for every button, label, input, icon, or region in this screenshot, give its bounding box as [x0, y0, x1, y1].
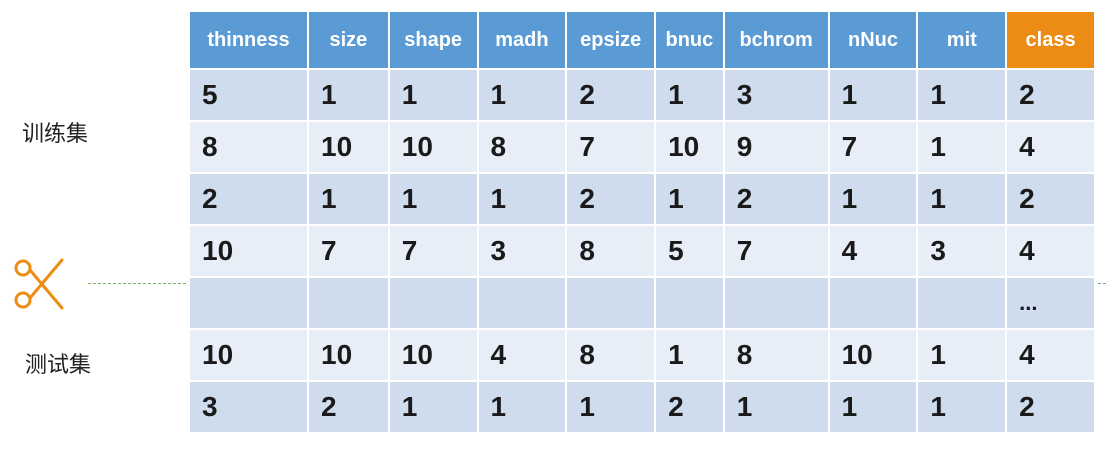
table-cell: 1	[918, 330, 1006, 380]
table-cell: 1	[656, 330, 723, 380]
table-cell: 1	[918, 70, 1006, 120]
table-cell: 10	[829, 330, 917, 380]
header-row: thinness size shape madh epsize bnuc bch…	[190, 12, 1094, 68]
table-row: 10 7 7 3 8 5 7 4 3 4	[190, 226, 1094, 276]
table-row: 5 1 1 1 2 1 3 1 1 2	[190, 70, 1094, 120]
table-cell: 4	[1007, 330, 1094, 380]
scissors-icon	[14, 258, 64, 310]
table-cell: 1	[829, 70, 917, 120]
table-cell: 4	[1007, 226, 1094, 276]
table-cell: 3	[724, 70, 828, 120]
table-cell	[389, 278, 477, 328]
table-cell: 2	[724, 174, 828, 224]
column-header-bchrom: bchrom	[724, 12, 828, 68]
table-cell: 1	[478, 382, 566, 432]
table-cell: 1	[724, 382, 828, 432]
table-cell: 8	[567, 226, 655, 276]
table-cell	[829, 278, 917, 328]
table-cell: 10	[309, 122, 388, 172]
table-cell: 3	[190, 382, 308, 432]
table-cell: 1	[309, 70, 388, 120]
table-cell: 9	[724, 122, 828, 172]
table-cell: 1	[918, 174, 1006, 224]
table-cell: 2	[309, 382, 388, 432]
table-cell: 2	[656, 382, 723, 432]
table-cell: 2	[567, 174, 655, 224]
table-cell: 8	[190, 122, 308, 172]
dataset-table: thinness size shape madh epsize bnuc bch…	[188, 10, 1096, 434]
column-header-bnuc: bnuc	[656, 12, 723, 68]
column-header-epsize: epsize	[567, 12, 655, 68]
table-cell	[918, 278, 1006, 328]
table-cell: 2	[190, 174, 308, 224]
column-header-thinness: thinness	[190, 12, 308, 68]
table-cell: 1	[389, 174, 477, 224]
table-cell: 2	[567, 70, 655, 120]
table-cell: 2	[1007, 70, 1094, 120]
table-cell: 1	[389, 382, 477, 432]
table-cell: 1	[309, 174, 388, 224]
table-cell: 1	[478, 70, 566, 120]
table-cell: 7	[567, 122, 655, 172]
table-cell: 10	[389, 330, 477, 380]
table-row: 8 10 10 8 7 10 9 7 1 4	[190, 122, 1094, 172]
table-cell: 1	[918, 382, 1006, 432]
table-cell: 2	[1007, 174, 1094, 224]
table-cell: 4	[829, 226, 917, 276]
column-header-class: class	[1007, 12, 1094, 68]
table-cell: 1	[389, 70, 477, 120]
table-row-ellipsis: ...	[190, 278, 1094, 328]
column-header-nnuc: nNuc	[829, 12, 917, 68]
column-header-madh: madh	[478, 12, 566, 68]
table-cell	[309, 278, 388, 328]
column-header-shape: shape	[389, 12, 477, 68]
table-cell: 1	[918, 122, 1006, 172]
table-cell: 4	[478, 330, 566, 380]
table-cell: 10	[309, 330, 388, 380]
table-row: 3 2 1 1 1 2 1 1 1 2	[190, 382, 1094, 432]
table-cell: 7	[829, 122, 917, 172]
table-cell: 8	[724, 330, 828, 380]
table-cell: 1	[478, 174, 566, 224]
table-row: 10 10 10 4 8 1 8 10 1 4	[190, 330, 1094, 380]
table-cell: 4	[1007, 122, 1094, 172]
column-header-mit: mit	[918, 12, 1006, 68]
table-cell: 1	[829, 382, 917, 432]
table-cell: 2	[1007, 382, 1094, 432]
table-cell: 5	[190, 70, 308, 120]
table-cell: 1	[567, 382, 655, 432]
table-cell: 1	[656, 174, 723, 224]
table-cell	[724, 278, 828, 328]
table-cell: 5	[656, 226, 723, 276]
table-cell: 3	[478, 226, 566, 276]
table-cell	[190, 278, 308, 328]
table-cell	[656, 278, 723, 328]
table-row: 2 1 1 1 2 1 2 1 1 2	[190, 174, 1094, 224]
table-cell: 7	[724, 226, 828, 276]
table-cell: 10	[656, 122, 723, 172]
table-cell: 7	[309, 226, 388, 276]
table-cell: 8	[478, 122, 566, 172]
ellipsis-cell: ...	[1007, 278, 1094, 328]
table-cell: 10	[190, 330, 308, 380]
table-cell: 1	[829, 174, 917, 224]
table-cell	[478, 278, 566, 328]
column-header-size: size	[309, 12, 388, 68]
table-cell: 1	[656, 70, 723, 120]
table-cell: 7	[389, 226, 477, 276]
table-cell: 8	[567, 330, 655, 380]
test-set-label: 测试集	[25, 353, 92, 378]
table-cell: 10	[190, 226, 308, 276]
table-cell	[567, 278, 655, 328]
training-set-label: 训练集	[22, 122, 89, 147]
table-cell: 3	[918, 226, 1006, 276]
table-cell: 10	[389, 122, 477, 172]
